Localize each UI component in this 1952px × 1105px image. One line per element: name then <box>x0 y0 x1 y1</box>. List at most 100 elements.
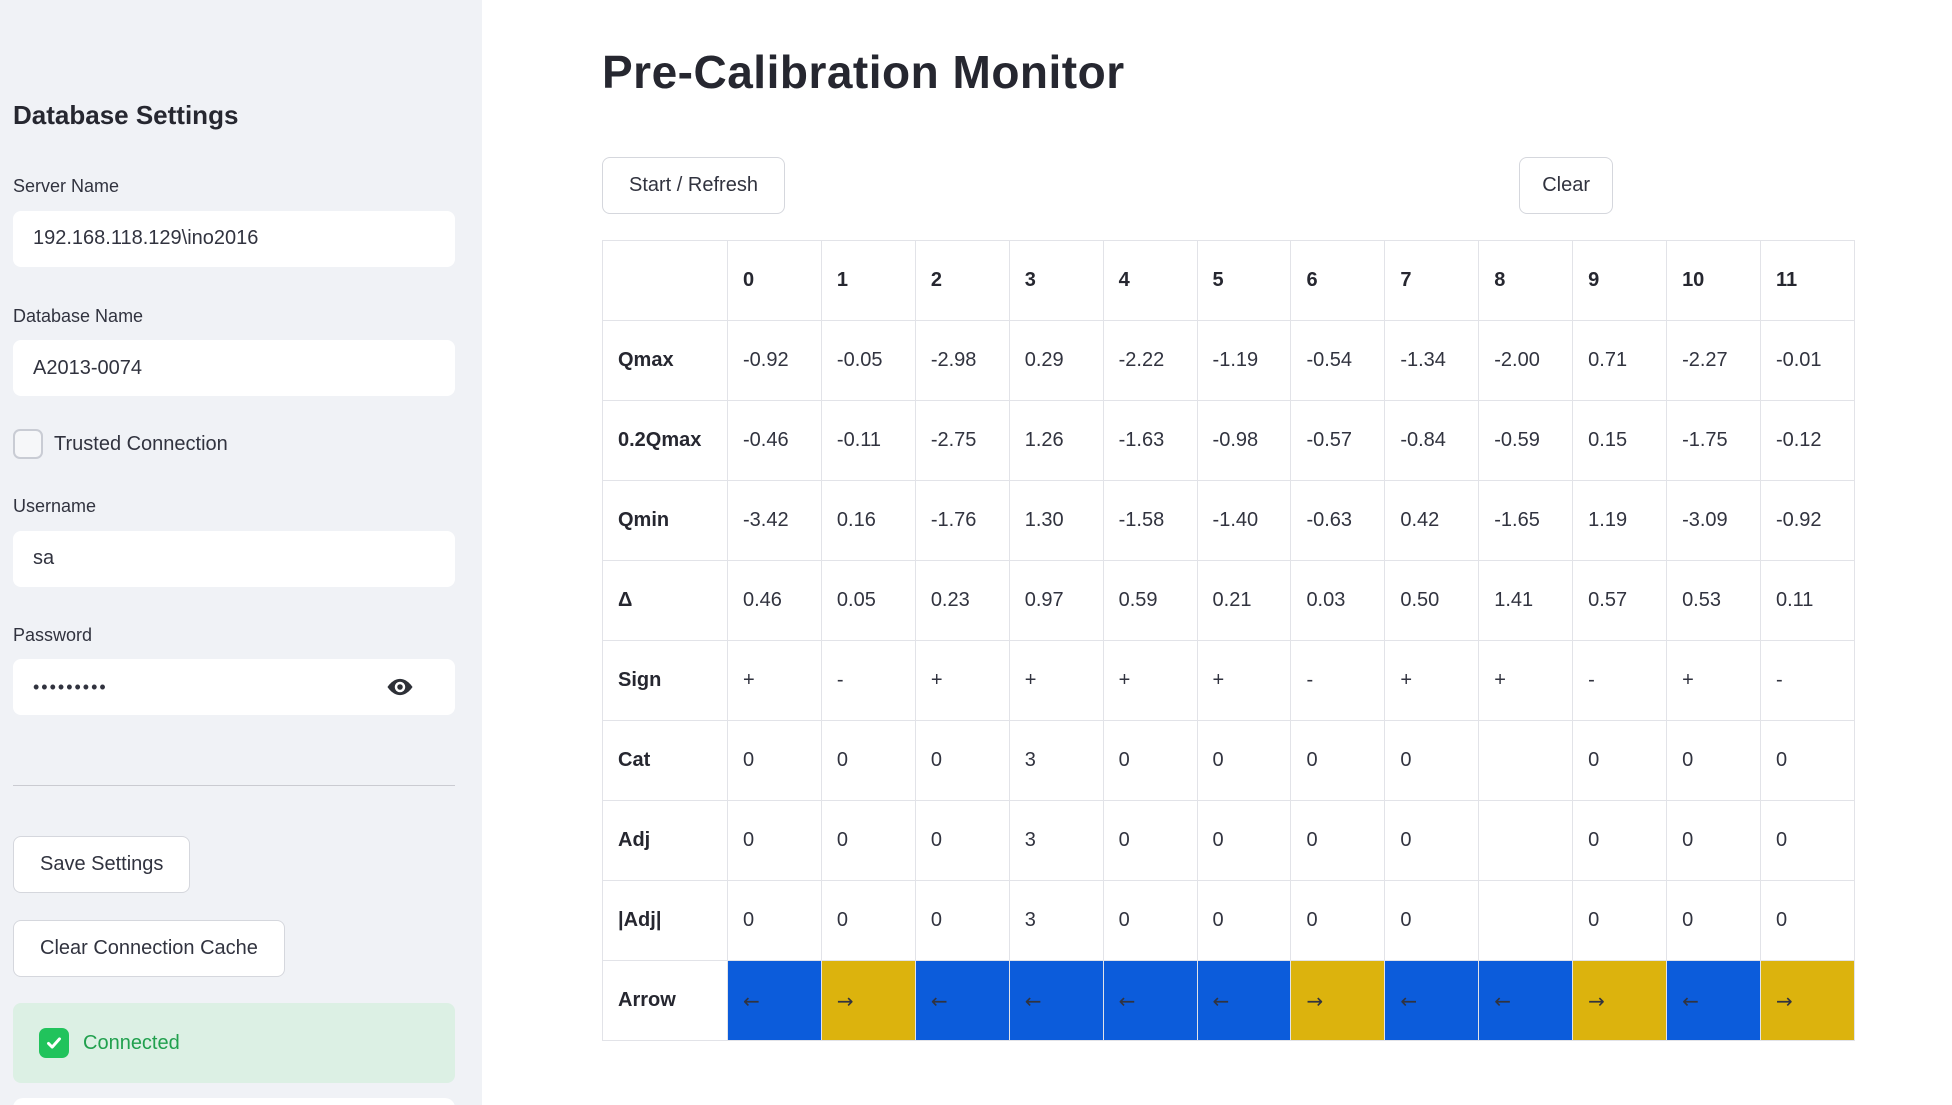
data-cell: 0.59 <box>1102 560 1198 642</box>
data-cell: + <box>914 640 1010 722</box>
column-header: 6 <box>1290 240 1386 322</box>
column-header: 0 <box>727 240 822 322</box>
data-cell: -0.59 <box>1478 400 1574 482</box>
row-label: Qmax <box>602 320 728 402</box>
sidebar-divider <box>13 785 455 787</box>
data-cell: 0 <box>727 800 822 882</box>
arrow-right-cell: → <box>820 960 916 1042</box>
data-cell <box>1478 720 1574 802</box>
data-cell: 0.15 <box>1572 400 1668 482</box>
data-cell: 0.16 <box>820 480 916 562</box>
data-cell: 0 <box>1384 880 1480 962</box>
arrow-left-cell: ← <box>1008 960 1104 1042</box>
column-header: 3 <box>1008 240 1104 322</box>
data-cell: 0 <box>1666 880 1761 962</box>
data-cell: -0.57 <box>1290 400 1386 482</box>
data-cell: 0 <box>1759 880 1856 962</box>
data-cell: + <box>1102 640 1198 722</box>
data-cell: 1.19 <box>1572 480 1668 562</box>
data-cell: 0 <box>1196 720 1292 802</box>
save-settings-button[interactable]: Save Settings <box>13 836 191 894</box>
connection-status-badge: Connected <box>13 1003 455 1084</box>
data-cell: 0 <box>1196 800 1292 882</box>
data-cell: 0.03 <box>1290 560 1386 642</box>
data-cell: + <box>1008 640 1104 722</box>
row-label: |Adj| <box>602 880 728 962</box>
clear-connection-cache-button[interactable]: Clear Connection Cache <box>13 920 285 978</box>
data-cell: 0 <box>1572 800 1668 882</box>
start-refresh-button[interactable]: Start / Refresh <box>602 157 785 215</box>
arrow-right-cell: → <box>1290 960 1386 1042</box>
arrow-left-cell: ← <box>1666 960 1761 1042</box>
data-cell: 0.46 <box>727 560 822 642</box>
data-cell: -2.27 <box>1666 320 1761 402</box>
data-cell: -0.05 <box>820 320 916 402</box>
data-cell: -0.92 <box>727 320 822 402</box>
data-cell: -1.65 <box>1478 480 1574 562</box>
password-input[interactable] <box>13 659 455 716</box>
column-header: 1 <box>820 240 916 322</box>
data-cell: -1.34 <box>1384 320 1480 402</box>
data-cell: -3.42 <box>727 480 822 562</box>
data-cell <box>1478 880 1574 962</box>
data-cell: 0 <box>820 720 916 802</box>
data-cell: -1.19 <box>1196 320 1292 402</box>
sidebar: Database Settings Server Name Database N… <box>0 0 482 1105</box>
connection-status-text: Connected <box>83 1031 180 1054</box>
data-cell: 0.21 <box>1196 560 1292 642</box>
data-cell <box>1478 800 1574 882</box>
data-cell: -1.75 <box>1666 400 1761 482</box>
data-cell: -1.40 <box>1196 480 1292 562</box>
eye-icon[interactable] <box>385 672 415 702</box>
row-label: 0.2Qmax <box>602 400 728 482</box>
data-cell: 0.97 <box>1008 560 1104 642</box>
clear-button[interactable]: Clear <box>1519 157 1613 215</box>
data-cell: + <box>1666 640 1761 722</box>
arrow-left-cell: ← <box>914 960 1010 1042</box>
row-label: Qmin <box>602 480 728 562</box>
data-cell: 0 <box>727 720 822 802</box>
data-cell: 0 <box>727 880 822 962</box>
column-header: 11 <box>1759 240 1856 322</box>
column-header: 8 <box>1478 240 1574 322</box>
data-cell: -0.46 <box>727 400 822 482</box>
data-cell: 0 <box>1572 720 1668 802</box>
data-cell: -0.92 <box>1759 480 1856 562</box>
username-input[interactable] <box>13 530 455 587</box>
corner-cell <box>602 240 728 322</box>
data-cell: + <box>727 640 822 722</box>
data-cell: 0 <box>1384 720 1480 802</box>
trusted-connection-checkbox[interactable]: Trusted Connection <box>13 429 455 460</box>
toolbar: Start / Refresh Clear <box>602 157 1855 215</box>
database-name-input[interactable] <box>13 340 455 397</box>
arrow-left-cell: ← <box>1384 960 1480 1042</box>
arrow-left-cell: ← <box>727 960 822 1042</box>
column-header: 9 <box>1572 240 1668 322</box>
data-cell: 0.11 <box>1759 560 1856 642</box>
password-field-wrap <box>13 659 455 716</box>
data-cell: -1.58 <box>1102 480 1198 562</box>
data-cell: -2.75 <box>914 400 1010 482</box>
column-header: 5 <box>1196 240 1292 322</box>
data-cell: 0 <box>1102 800 1198 882</box>
data-cell: 0 <box>1666 720 1761 802</box>
server-name-input[interactable] <box>13 210 455 267</box>
arrow-left-cell: ← <box>1102 960 1198 1042</box>
data-cell: -0.01 <box>1759 320 1856 402</box>
data-cell: -0.54 <box>1290 320 1386 402</box>
data-cell: -1.76 <box>914 480 1010 562</box>
data-cell: 3 <box>1008 800 1104 882</box>
monitor-table: 0 1 2 3 4 5 6 7 8 9 10 11 Qmax -0.92 -0.05 -2.98 0.29 -2.… <box>602 240 1856 1042</box>
data-cell: + <box>1384 640 1480 722</box>
data-cell: 0 <box>1759 720 1856 802</box>
data-cell: 0 <box>914 800 1010 882</box>
arrow-right-cell: → <box>1759 960 1856 1042</box>
data-cell: - <box>1290 640 1386 722</box>
data-cell: -0.98 <box>1196 400 1292 482</box>
data-cell: -0.12 <box>1759 400 1856 482</box>
data-cell: 0.42 <box>1384 480 1480 562</box>
check-icon <box>39 1028 69 1059</box>
data-cell: -2.00 <box>1478 320 1574 402</box>
checkbox-box-icon[interactable] <box>13 429 43 460</box>
page-title: Pre-Calibration Monitor <box>602 46 1125 98</box>
